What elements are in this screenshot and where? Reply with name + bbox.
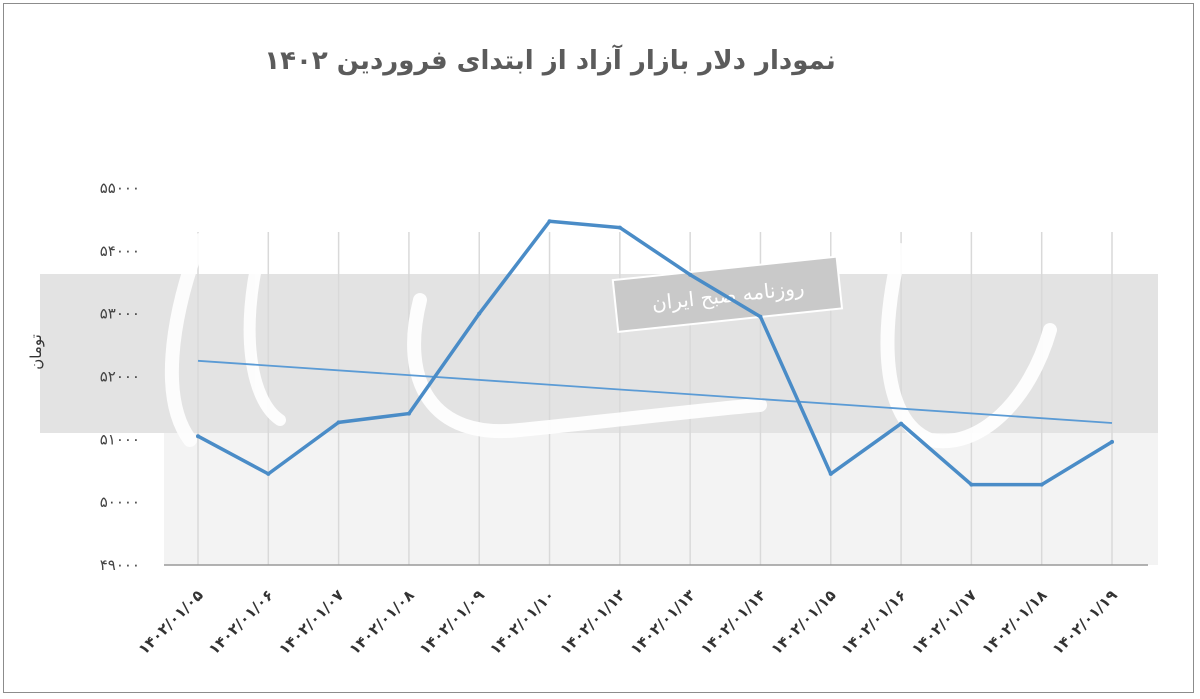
data-point — [899, 421, 904, 426]
data-point — [477, 311, 482, 316]
x-tick-label: ۱۴۰۲/۰۱/۱۷ — [908, 586, 980, 658]
x-tick-label: ۱۴۰۲/۰۱/۱۴ — [697, 586, 769, 658]
y-tick-label: ۵۲۰۰۰ — [100, 368, 140, 386]
data-point — [828, 471, 833, 476]
data-point — [406, 411, 411, 416]
x-tick-label: ۱۴۰۲/۰۱/۱۶ — [838, 586, 910, 658]
series-layer — [196, 219, 1114, 487]
y-tick-label: ۵۳۰۰۰ — [100, 305, 140, 323]
x-tick-label: ۱۴۰۲/۰۱/۰۷ — [275, 586, 347, 658]
trendline — [197, 359, 1113, 424]
data-point — [758, 314, 763, 319]
watermark-band — [40, 274, 1158, 433]
data-point — [336, 420, 341, 425]
data-point — [266, 471, 271, 476]
x-tick-label: ۱۴۰۲/۰۱/۱۳ — [627, 586, 699, 658]
x-tick-label: ۱۴۰۲/۰۱/۰۵ — [135, 586, 207, 658]
data-point — [688, 272, 693, 277]
x-tick-label: ۱۴۰۲/۰۱/۱۰ — [486, 586, 558, 658]
y-tick-label: ۴۹۰۰۰ — [100, 556, 140, 574]
watermark-stamp: روزنامه صبح ایران — [611, 255, 844, 333]
chart-title: نمودار دلار بازار آزاد از ابتدای فروردین… — [264, 46, 836, 76]
series-line — [196, 219, 1114, 487]
data-point — [969, 482, 974, 487]
y-tick-label: ۵۱۰۰۰ — [100, 430, 140, 448]
x-tick-label: ۱۴۰۲/۰۱/۱۸ — [978, 586, 1050, 658]
watermark-logo — [164, 194, 1057, 449]
data-point — [1110, 439, 1114, 444]
x-tick-label: ۱۴۰۲/۰۱/۱۵ — [767, 586, 839, 658]
x-tick-label: ۱۴۰۲/۰۱/۰۹ — [416, 586, 488, 658]
x-tick-label: ۱۴۰۲/۰۱/۱۹ — [1049, 586, 1121, 658]
x-tick-label: ۱۴۰۲/۰۱/۰۶ — [205, 586, 277, 658]
data-point — [617, 225, 622, 230]
y-tick-label: ۵۰۰۰۰ — [100, 493, 140, 511]
x-tick-label: ۱۴۰۲/۰۱/۱۲ — [556, 586, 628, 658]
data-point — [547, 219, 552, 224]
y-tick-label: ۵۵۰۰۰ — [100, 179, 140, 197]
y-axis-ticks: ۴۹۰۰۰ ۵۰۰۰۰ ۵۱۰۰۰ ۵۲۰۰۰ ۵۳۰۰۰ ۵۴۰۰۰ ۵۵۰۰۰ — [100, 179, 140, 574]
data-point — [1039, 482, 1044, 487]
x-tick-label: ۱۴۰۲/۰۱/۰۸ — [345, 586, 417, 658]
x-axis-ticks: ۱۴۰۲/۰۱/۰۵۱۴۰۲/۰۱/۰۶۱۴۰۲/۰۱/۰۷۱۴۰۲/۰۱/۰۸… — [135, 586, 1121, 658]
data-point — [196, 434, 200, 439]
y-tick-label: ۵۴۰۰۰ — [100, 242, 140, 260]
plot-shade — [164, 433, 1158, 565]
y-axis-label: تومان — [27, 334, 45, 370]
